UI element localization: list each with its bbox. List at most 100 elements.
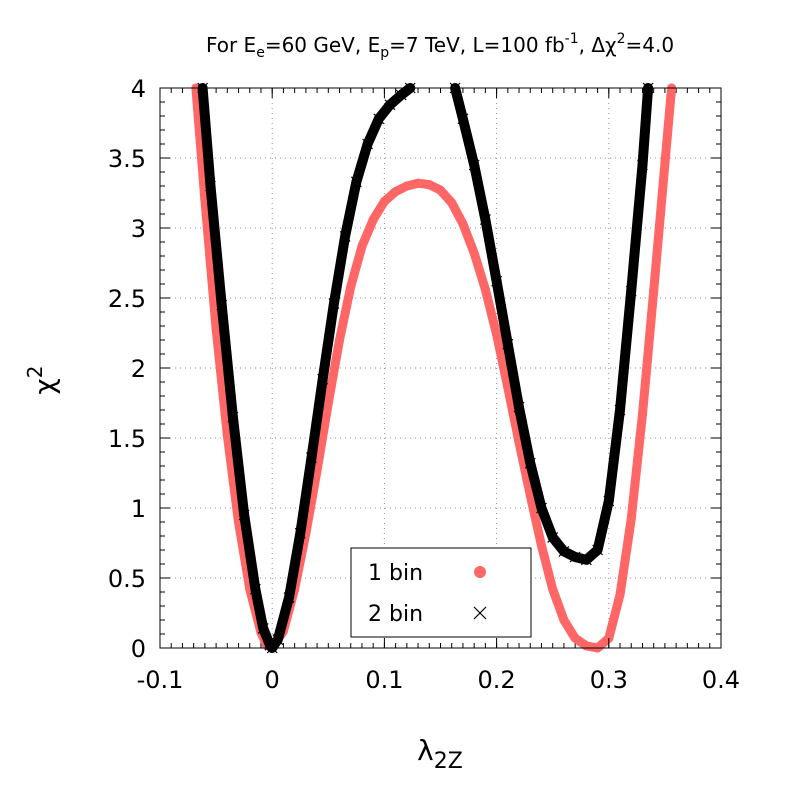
title-sup-4: 2 — [617, 31, 626, 47]
data-point — [513, 401, 525, 413]
legend-label-2-bin: 2 bin — [368, 602, 423, 627]
y-axis-label-sup: 2 — [23, 366, 47, 379]
data-point — [649, 286, 659, 296]
x-tick-label: 0.4 — [702, 666, 740, 694]
data-point — [547, 531, 559, 543]
title-sub-2: p — [380, 45, 389, 61]
x-tick-label: 0.1 — [365, 666, 403, 694]
y-tick-label: 3 — [131, 215, 146, 243]
data-point — [272, 634, 284, 646]
y-tick-label: 0 — [131, 635, 146, 663]
data-point — [614, 404, 626, 416]
data-point — [339, 230, 351, 242]
data-point — [436, 185, 445, 195]
title-part-3: =7 TeV, L=100 fb — [389, 33, 565, 57]
data-point — [249, 583, 261, 595]
data-point — [306, 452, 317, 464]
y-axis-ticks: 0 0.5 1 1.5 2 2.5 3 3.5 4 — [108, 75, 721, 663]
title-part-1: For E — [206, 33, 256, 57]
x-tick-label: 0.2 — [478, 666, 516, 694]
data-point — [257, 622, 269, 634]
data-point — [491, 275, 503, 287]
data-point — [558, 545, 570, 557]
data-point — [379, 196, 389, 206]
data-point — [395, 89, 407, 101]
title-part-2: =60 GeV, E — [265, 33, 380, 57]
x-tick-label: -0.1 — [137, 666, 184, 694]
data-point — [373, 113, 385, 125]
title-sub-1: e — [256, 45, 265, 61]
data-point — [569, 551, 581, 563]
data-point — [637, 409, 647, 419]
title-part-5: =4.0 — [625, 33, 674, 57]
data-point — [536, 541, 546, 551]
data-point — [368, 215, 378, 225]
data-point — [457, 113, 469, 125]
data-point — [559, 615, 569, 625]
data-point — [350, 176, 362, 188]
data-point — [346, 282, 356, 292]
legend: 1 bin 2 bin — [350, 547, 532, 638]
y-tick-label: 1 — [131, 495, 146, 523]
data-point — [402, 181, 412, 191]
data-point — [525, 490, 535, 500]
data-point — [447, 198, 457, 208]
x-axis-ticks: -0.1 0 0.1 0.2 0.3 0.4 — [137, 88, 740, 694]
data-point — [424, 180, 434, 190]
data-point — [548, 584, 558, 594]
data-point — [317, 373, 329, 385]
data-point — [458, 219, 468, 229]
data-point — [570, 633, 580, 643]
data-point — [580, 554, 592, 566]
data-point — [384, 99, 396, 111]
y-tick-label: 0.5 — [108, 565, 146, 593]
data-point — [625, 285, 637, 297]
chart-title: For Ee=60 GeV, Ep=7 TeV, L=100 fb-1, Δχ2… — [206, 31, 674, 61]
x-axis-label-base: λ — [417, 734, 434, 767]
legend-label-1-bin: 1 bin — [368, 561, 423, 586]
x-tick-label: 0 — [265, 666, 280, 694]
data-point — [357, 241, 367, 251]
y-tick-label: 3.5 — [108, 145, 146, 173]
data-point — [391, 187, 401, 197]
x-axis-label-sub: 2Z — [434, 749, 463, 774]
data-point — [492, 329, 502, 339]
data-point — [536, 502, 547, 514]
y-tick-label: 1.5 — [108, 425, 146, 453]
data-point — [211, 324, 221, 334]
data-point — [216, 299, 228, 311]
data-point — [480, 285, 490, 295]
legend-marker-2-bin — [473, 606, 487, 620]
data-point — [362, 138, 373, 150]
data-point — [469, 248, 479, 258]
data-point — [283, 592, 295, 604]
data-point — [637, 159, 648, 171]
data-point — [660, 159, 670, 169]
data-point — [238, 509, 250, 521]
data-point — [323, 398, 333, 408]
title-part-4: , Δχ — [579, 33, 617, 57]
data-point — [524, 457, 536, 469]
data-point — [222, 430, 232, 440]
data-point — [626, 514, 636, 524]
data-point — [581, 641, 591, 651]
y-axis-label-base: χ — [28, 378, 61, 394]
y-tick-label: 4 — [131, 75, 146, 103]
series-trace — [197, 83, 416, 653]
y-tick-label: 2 — [131, 355, 146, 383]
data-point — [227, 411, 239, 423]
legend-marker-1-bin — [474, 566, 486, 578]
data-point — [603, 495, 615, 507]
title-sup-3: -1 — [565, 31, 579, 47]
data-point — [502, 338, 514, 350]
legend-box — [350, 547, 532, 638]
y-axis-label: χ2 — [23, 366, 61, 395]
data-point — [592, 544, 604, 556]
series-2-bin — [197, 82, 654, 654]
data-point — [205, 180, 216, 192]
data-point — [335, 335, 345, 345]
data-point — [479, 214, 491, 226]
x-axis-label: λ2Z — [417, 734, 463, 774]
x-tick-label: 0.3 — [590, 666, 628, 694]
